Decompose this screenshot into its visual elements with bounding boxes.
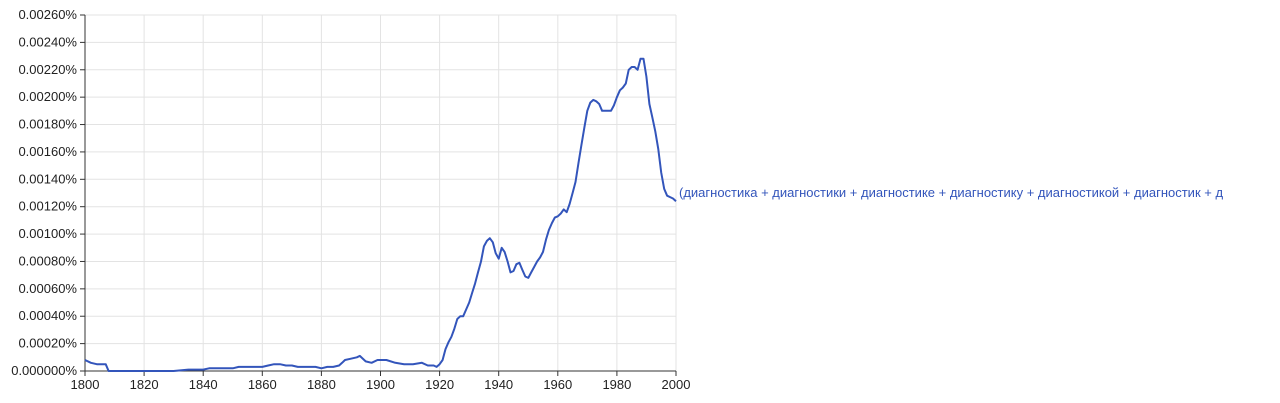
y-tick-label: 0.00200% xyxy=(18,89,77,104)
y-tick-label: 0.00120% xyxy=(18,199,77,214)
y-tick-label: 0.000000% xyxy=(11,363,77,378)
y-tick-label: 0.00260% xyxy=(18,7,77,22)
y-tick-label: 0.00160% xyxy=(18,144,77,159)
x-tick-label: 1980 xyxy=(602,377,631,392)
y-tick-label: 0.00140% xyxy=(18,171,77,186)
y-tick-label: 0.00060% xyxy=(18,281,77,296)
x-tick-label: 1900 xyxy=(366,377,395,392)
y-tick-label: 0.00240% xyxy=(18,34,77,49)
axes xyxy=(80,14,677,376)
series-line[interactable] xyxy=(84,57,677,372)
x-tick-label: 2000 xyxy=(662,377,691,392)
y-tick-label: 0.00100% xyxy=(18,226,77,241)
y-tick-label: 0.00040% xyxy=(18,308,77,323)
tick-labels: 1800 1820 1840 1860 1880 1900 1920 1940 1960 1980… xyxy=(11,7,690,392)
y-tick-label: 0.00020% xyxy=(18,336,77,351)
x-tick-label: 1820 xyxy=(130,377,159,392)
y-tick-label: 0.00220% xyxy=(18,62,77,77)
x-tick-label: 1920 xyxy=(425,377,454,392)
x-tick-label: 1880 xyxy=(307,377,336,392)
x-tick-label: 1840 xyxy=(189,377,218,392)
x-tick-label: 1940 xyxy=(484,377,513,392)
series-label[interactable]: (диагностика + диагностики + диагностике… xyxy=(679,185,1223,200)
gridlines xyxy=(85,14,677,371)
x-tick-label: 1960 xyxy=(543,377,572,392)
y-tick-label: 0.00180% xyxy=(18,117,77,132)
x-tick-label: 1860 xyxy=(248,377,277,392)
y-tick-label: 0.00080% xyxy=(18,253,77,268)
series-lines xyxy=(84,57,677,372)
x-tick-label: 1800 xyxy=(71,377,100,392)
